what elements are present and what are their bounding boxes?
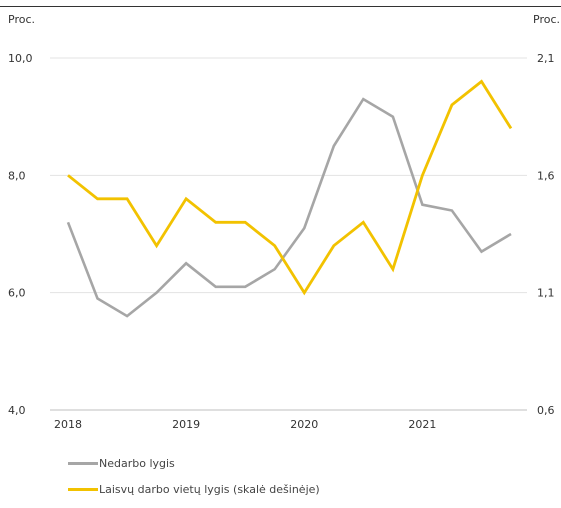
line-chart: Proc. Proc. 10,0 8,0 6,0 4,0 2,1 1,6 1,1 0,6 2…: [8, 13, 560, 431]
y-right-tick-label: 1,1: [537, 287, 555, 300]
y-right-ticks: 2,1 1,6 1,1 0,6: [537, 52, 555, 417]
legend-swatch-unemployment: [68, 461, 98, 465]
x-tick-label: 2020: [290, 418, 318, 431]
y-right-tick-label: 0,6: [537, 404, 555, 417]
x-tick-label: 2019: [172, 418, 200, 431]
legend-label-unemployment: Nedarbo lygis: [99, 456, 175, 470]
legend: Nedarbo lygis Laisvų darbo vietų lygis (…: [68, 456, 320, 508]
y-right-unit-label: Proc.: [533, 13, 560, 26]
y-right-tick-label: 2,1: [537, 52, 555, 65]
legend-label-vacancy: Laisvų darbo vietų lygis (skalė dešinėje…: [99, 482, 320, 496]
series-line-unemployment: [66, 97, 512, 318]
legend-swatch-vacancy: [68, 487, 98, 491]
x-tick-label: 2018: [54, 418, 82, 431]
y-right-tick-label: 1,6: [537, 169, 555, 182]
y-left-tick-label: 8,0: [8, 169, 26, 182]
top-rule: [0, 6, 561, 7]
y-left-ticks: 10,0 8,0 6,0 4,0: [8, 52, 33, 417]
y-left-tick-label: 10,0: [8, 52, 33, 65]
series-line-vacancy: [67, 79, 513, 296]
legend-item-unemployment: Nedarbo lygis: [68, 456, 320, 470]
x-ticks: 2018 2019 2020 2021: [54, 418, 436, 431]
y-left-unit-label: Proc.: [8, 13, 35, 26]
gridlines: [50, 57, 527, 411]
x-tick-label: 2021: [408, 418, 436, 431]
y-left-tick-label: 4,0: [8, 404, 26, 417]
y-left-tick-label: 6,0: [8, 287, 26, 300]
legend-item-vacancy: Laisvų darbo vietų lygis (skalė dešinėje…: [68, 482, 320, 496]
series-lines: [66, 79, 513, 318]
